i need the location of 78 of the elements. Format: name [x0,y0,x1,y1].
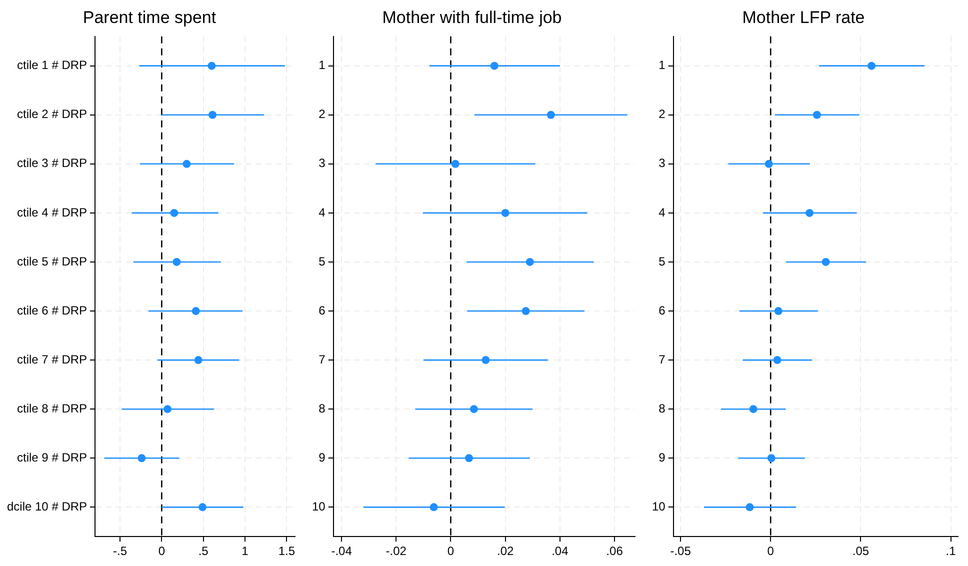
point [470,405,478,414]
point [182,160,191,168]
point [546,110,555,119]
y-tick-label: 10 [312,499,326,514]
point [208,110,217,119]
point [746,503,754,512]
point [868,62,876,70]
point [773,356,782,364]
y-tick-label: 1 [658,58,666,72]
x-tick-label: .04 [552,544,569,558]
y-tick-label: 5 [318,254,326,268]
x-tick-label: .5 [198,544,209,558]
x-tick-label: -.5 [113,544,128,558]
point [490,62,498,70]
point [198,503,207,512]
point [192,307,200,316]
point [465,454,474,462]
point [812,110,821,119]
x-tick-label: -.05 [670,544,692,558]
y-tick-label: ctile 7 # DRP [17,352,88,366]
y-tick-label: ctile 1 # DRP [17,58,88,72]
y-tick-label: 6 [318,303,326,318]
point [194,356,202,364]
y-tick-label: 3 [318,156,326,170]
y-tick-label: ctile 2 # DRP [17,107,88,122]
point [767,454,776,462]
y-tick-label: 8 [318,401,326,416]
y-tick-label: 6 [658,303,666,318]
y-tick-label: dcile 10 # DRP [6,499,88,514]
point [451,160,460,168]
chart-title: Parent time spent [82,8,216,27]
x-tick-label: .02 [496,544,514,558]
x-tick-label: .1 [946,544,956,558]
point [749,405,758,414]
point [482,356,490,364]
x-tick-label: 0 [158,544,166,558]
x-tick-label: .06 [606,544,624,558]
point [164,405,172,414]
x-tick-label: 0 [447,544,454,558]
point [526,258,534,266]
x-tick-label: -.04 [331,544,352,558]
y-tick-label: 9 [318,450,326,464]
chart-title: Mother with full-time job [382,8,562,27]
y-tick-label: 4 [658,205,666,220]
point [806,208,814,217]
x-tick-label: 1.5 [278,544,296,558]
y-tick-label: 7 [658,352,666,366]
point [774,307,782,316]
y-tick-label: ctile 4 # DRP [17,205,88,220]
point [764,160,773,168]
y-tick-label: ctile 9 # DRP [17,450,88,464]
y-tick-label: ctile 6 # DRP [17,303,88,318]
point [138,454,146,462]
y-tick-label: 3 [658,156,666,170]
y-tick-label: ctile 3 # DRP [17,156,88,170]
y-tick-label: 2 [318,107,326,122]
chart-title: Mother LFP rate [742,8,865,27]
y-tick-label: 8 [658,401,666,416]
x-tick-label: -.02 [386,544,407,558]
y-tick-label: ctile 8 # DRP [17,401,88,416]
x-tick-label: .05 [852,544,870,558]
point [822,258,830,266]
y-tick-label: 4 [318,205,326,220]
y-tick-label: 7 [318,352,326,366]
x-tick-label: 1 [242,544,249,558]
point [208,62,216,70]
point [522,307,530,316]
y-tick-label: 10 [652,499,666,514]
point [430,503,438,512]
y-tick-label: 1 [318,58,326,72]
y-tick-label: ctile 5 # DRP [17,254,88,268]
y-tick-label: 5 [658,254,666,268]
y-tick-label: 2 [658,107,666,122]
point [172,258,181,266]
point [501,208,510,217]
point [170,208,178,217]
y-tick-label: 9 [658,450,666,464]
x-tick-label: 0 [767,544,774,558]
